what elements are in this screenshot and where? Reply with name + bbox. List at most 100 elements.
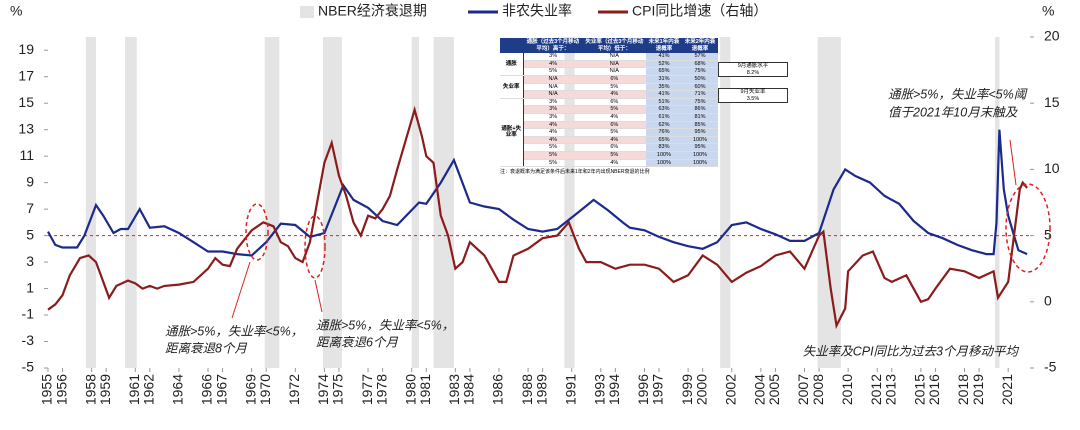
- annotation: 距离衰退8个月: [165, 341, 247, 355]
- y2-tick-label: -5: [1044, 359, 1057, 375]
- x-tick-label: 1967: [213, 374, 229, 405]
- y-tick-label: 7: [26, 200, 34, 216]
- group-label: 失业率: [500, 75, 524, 99]
- recession-band: [125, 37, 137, 368]
- y-unit: %: [10, 3, 22, 19]
- header-cell: 失业率（过去3个月移动平均）低于：: [582, 38, 646, 54]
- x-tick-label: 1993: [592, 374, 608, 405]
- arrow: [1009, 139, 1017, 186]
- highlight-ellipse: [245, 203, 269, 261]
- annotation: 距离衰退6个月: [316, 335, 398, 349]
- table-cell: 100%: [645, 159, 682, 168]
- table-cell: 65%: [645, 67, 682, 76]
- table-cell: 4%: [582, 90, 646, 99]
- x-tick-label: 1959: [97, 374, 113, 405]
- table-cell: 5%: [523, 67, 583, 76]
- table-cell: 52%: [645, 60, 682, 69]
- y-tick-label: -3: [22, 332, 35, 348]
- legend-swatch: [300, 6, 314, 18]
- header-cell: 未来2年内衰退概率: [681, 38, 718, 54]
- table-cell: 100%: [645, 151, 682, 160]
- table-row: N/A 4% 41% 71%: [500, 90, 718, 99]
- table-cell: 4%: [523, 121, 583, 130]
- table-row: 5% 6% 83% 95%: [500, 143, 718, 152]
- y2-tick-label: 5: [1044, 226, 1052, 242]
- legend-label: NBER经济衰退期: [318, 3, 427, 19]
- table-cell: 5%: [582, 83, 646, 92]
- x-tick-label: 1999: [679, 374, 695, 405]
- x-tick-label: 1972: [286, 374, 302, 405]
- arrow: [231, 261, 251, 319]
- x-tick-label: 1984: [461, 374, 477, 405]
- table-cell: 85%: [681, 121, 718, 130]
- x-tick-label: 1975: [330, 374, 346, 405]
- x-tick-label: 2004: [752, 374, 768, 405]
- table-cell: 5%: [523, 159, 583, 168]
- group-label: 通胀: [500, 53, 524, 76]
- table-cell: 5%: [582, 128, 646, 137]
- probability-table: 通胀（过去3个月移动平均）高于： 失业率（过去3个月移动平均）低于： 未来1年内衰退…: [500, 38, 790, 176]
- x-tick-label: 2013: [882, 374, 898, 405]
- table-cell: 75%: [681, 98, 718, 107]
- annotation: 通胀>5%，失业率<5%，: [165, 324, 303, 338]
- highlight-ellipse: [304, 215, 326, 279]
- x-tick-label: 2019: [970, 374, 986, 405]
- table-cell: 6%: [582, 98, 646, 107]
- x-tick-label: 1981: [417, 374, 433, 405]
- table-cell: 68%: [681, 60, 718, 69]
- table-cell: 63%: [645, 105, 682, 114]
- highlight-ellipse: [1005, 183, 1051, 273]
- x-tick-label: 2005: [766, 374, 782, 405]
- x-tick-label: 1961: [126, 374, 142, 405]
- table-cell: 4%: [582, 136, 646, 145]
- table-row: 5% 5% 100% 100%: [500, 151, 718, 160]
- table-cell: N/A: [582, 60, 646, 69]
- group-label: 通胀+失业率: [500, 98, 524, 168]
- y-tick-label: 17: [18, 67, 34, 83]
- info-value: 3.5%: [746, 95, 760, 102]
- x-tick-label: 1962: [141, 374, 157, 405]
- table-cell: 35%: [645, 83, 682, 92]
- x-tick-label: 1997: [650, 374, 666, 405]
- table-row: N/A 5% 35% 60%: [500, 83, 718, 92]
- y-tick-label: 13: [18, 120, 34, 136]
- table-cell: 6%: [582, 121, 646, 130]
- table-row: 4% 5% 76% 95%: [500, 128, 718, 137]
- x-tick-label: 2007: [795, 374, 811, 405]
- table-cell: 3%: [523, 105, 583, 114]
- table-cell: N/A: [582, 67, 646, 76]
- table-cell: 50%: [681, 75, 718, 84]
- x-tick-label: 1994: [606, 374, 622, 405]
- x-tick-label: 2002: [722, 374, 738, 405]
- table-cell: 71%: [681, 90, 718, 99]
- y-tick-label: 1: [26, 279, 34, 295]
- recession-band: [720, 37, 731, 368]
- table-cell: 5%: [523, 143, 583, 152]
- y2-unit: %: [1042, 3, 1054, 19]
- table-cell: N/A: [582, 53, 646, 61]
- x-tick-label: 1996: [635, 374, 651, 405]
- table-cell: 95%: [681, 143, 718, 152]
- table-row: 3% 4% 61% 81%: [500, 113, 718, 122]
- table-cell: 5%: [582, 151, 646, 160]
- table-cell: 62%: [645, 121, 682, 130]
- table-row: 通胀 3% N/A 41% 57%: [500, 53, 718, 76]
- table-cell: 61%: [645, 113, 682, 122]
- x-tick-label: 1989: [533, 374, 549, 405]
- x-tick-label: 2015: [912, 374, 928, 405]
- table-cell: 4%: [523, 136, 583, 145]
- info-value: 8.2%: [746, 69, 760, 76]
- table-cell: 4%: [523, 60, 583, 69]
- y-tick-label: 19: [18, 41, 34, 57]
- annotation: 通胀>5%，失业率<5%，: [316, 318, 454, 332]
- table-cell: 86%: [681, 105, 718, 114]
- x-tick-label: 1955: [39, 374, 55, 405]
- table-note: 注：衰退概率为满足该条件后未来1年和2年内出现NBER衰退的比例: [500, 169, 650, 176]
- annotation: 值于2021年10月末触及: [888, 105, 1019, 119]
- table-row: 失业率 N/A 6% 31% 50%: [500, 75, 718, 99]
- y-tick-label: 15: [18, 94, 34, 110]
- x-tick-label: 1983: [446, 374, 462, 405]
- table-cell: 65%: [645, 136, 682, 145]
- table-cell: 41%: [645, 53, 682, 61]
- table-cell: 41%: [645, 90, 682, 99]
